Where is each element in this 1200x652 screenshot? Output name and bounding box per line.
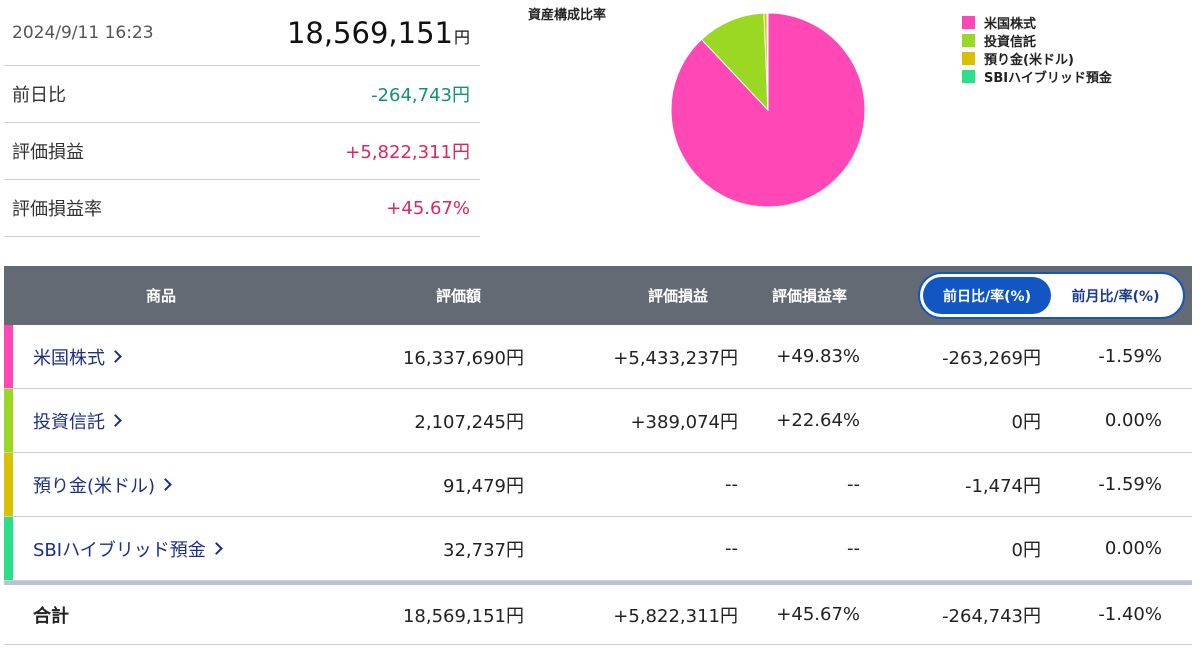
category-color-bar xyxy=(4,517,13,580)
toggle-day-change-button[interactable]: 前日比/率(%) xyxy=(923,277,1051,314)
chevron-right-icon xyxy=(109,414,122,427)
product-link[interactable]: SBIハイブリッド預金 xyxy=(33,517,223,580)
chart-title: 資産構成比率 xyxy=(528,8,607,23)
category-color-bar xyxy=(4,389,13,452)
summary-value: +5,822,311円 xyxy=(345,142,470,163)
total-label: 合計 xyxy=(33,605,69,627)
summary-value: -264,743円 xyxy=(371,85,470,106)
summary-row-pl-rate: 評価損益率 +45.67% xyxy=(4,180,480,237)
summary-total-unit: 円 xyxy=(453,27,470,47)
chevron-right-icon xyxy=(109,350,122,363)
legend-item: 預り金(米ドル) xyxy=(962,49,1112,68)
product-name: 投資信託 xyxy=(33,411,105,433)
day-change-rate-cell: -1.59% xyxy=(1098,346,1162,367)
product-name: 米国株式 xyxy=(33,347,105,369)
product-link[interactable]: 米国株式 xyxy=(33,325,122,388)
total-pl-rate: +45.67% xyxy=(776,604,860,625)
legend-swatch xyxy=(962,51,975,65)
header-pl-rate: 評価損益率 xyxy=(772,287,848,305)
amount-cell: 91,479円 xyxy=(443,475,524,497)
table-row: 投資信託 2,107,245円 +389,074円 +22.64% 0円 0.00% xyxy=(4,389,1192,453)
portfolio-summary: 2024/9/11 16:23 18,569,151円 前日比 -264,743… xyxy=(4,0,480,237)
day-change-cell: -1,474円 xyxy=(964,475,1041,497)
toggle-month-change-button[interactable]: 前月比/率(%) xyxy=(1071,288,1160,305)
amount-cell: 16,337,690円 xyxy=(402,347,524,369)
pie-slice xyxy=(766,12,769,111)
chart-legend: 米国株式投資信託預り金(米ドル) SBIハイブリッド預金 xyxy=(962,13,1112,86)
legend-label: 投資信託 xyxy=(984,34,1037,50)
chevron-right-icon xyxy=(159,478,172,491)
chevron-right-icon xyxy=(209,542,223,555)
total-pl: +5,822,311円 xyxy=(613,605,738,627)
period-toggle: 前日比/率(%) 前月比/率(%) xyxy=(918,272,1185,319)
product-link[interactable]: 預り金(米ドル) xyxy=(33,453,172,516)
pl-cell: +5,433,237円 xyxy=(613,347,738,369)
table-row: SBIハイブリッド預金 32,737円 -- -- 0円 0.00% xyxy=(4,517,1192,581)
asset-allocation-pie-chart xyxy=(670,12,866,208)
amount-cell: 2,107,245円 xyxy=(414,411,524,433)
pl-cell: -- xyxy=(725,538,738,559)
total-separator xyxy=(4,581,1192,585)
summary-row-pl: 評価損益 +5,822,311円 xyxy=(4,123,480,180)
day-change-cell: 0円 xyxy=(1011,411,1041,433)
category-color-bar xyxy=(4,325,13,388)
legend-label: 米国株式 xyxy=(984,16,1037,32)
amount-cell: 32,737円 xyxy=(443,539,524,561)
summary-header-row: 2024/9/11 16:23 18,569,151円 xyxy=(4,0,480,66)
pl-rate-cell: +22.64% xyxy=(776,410,860,431)
summary-total-number: 18,569,151 xyxy=(286,15,453,50)
table-row: 預り金(米ドル) 91,479円 -- -- -1,474円 -1.59% xyxy=(4,453,1192,517)
legend-swatch xyxy=(962,69,975,83)
day-change-rate-cell: -1.59% xyxy=(1098,474,1162,495)
table-total-row: 合計 18,569,151円 +5,822,311円 +45.67% -264,… xyxy=(4,585,1192,645)
pl-rate-cell: -- xyxy=(847,538,860,559)
pl-rate-cell: -- xyxy=(847,474,860,495)
summary-label: 評価損益率 xyxy=(12,199,102,220)
category-color-bar xyxy=(4,453,13,516)
day-change-cell: 0円 xyxy=(1011,539,1041,561)
total-day-change: -264,743円 xyxy=(942,605,1041,627)
day-change-rate-cell: 0.00% xyxy=(1104,538,1162,559)
pl-rate-cell: +49.83% xyxy=(776,346,860,367)
summary-label: 評価損益 xyxy=(12,142,84,163)
pl-cell: +389,074円 xyxy=(630,411,738,433)
day-change-rate-cell: 0.00% xyxy=(1104,410,1162,431)
legend-swatch xyxy=(962,33,975,47)
table-header: 商品 評価額 評価損益 評価損益率 前日比/率(%) 前月比/率(%) xyxy=(4,266,1192,325)
product-name: SBIハイブリッド預金 xyxy=(33,539,206,561)
total-amount: 18,569,151円 xyxy=(402,605,524,627)
summary-value: +45.67% xyxy=(386,197,470,219)
summary-datetime: 2024/9/11 16:23 xyxy=(12,22,154,43)
legend-item: 投資信託 xyxy=(962,31,1112,50)
pl-cell: -- xyxy=(725,474,738,495)
product-name: 預り金(米ドル) xyxy=(33,475,156,497)
summary-label: 前日比 xyxy=(12,85,66,106)
summary-row-day-change: 前日比 -264,743円 xyxy=(4,66,480,123)
pie-slice xyxy=(700,12,769,112)
legend-item: SBIハイブリッド預金 xyxy=(962,67,1112,86)
day-change-cell: -263,269円 xyxy=(942,347,1041,369)
legend-label: SBIハイブリッド預金 xyxy=(984,70,1112,86)
header-pl: 評価損益 xyxy=(648,287,709,305)
holdings-table: 商品 評価額 評価損益 評価損益率 前日比/率(%) 前月比/率(%) 米国株式… xyxy=(4,266,1192,645)
total-day-change-rate: -1.40% xyxy=(1098,604,1162,625)
table-row: 米国株式 16,337,690円 +5,433,237円 +49.83% -263,26… xyxy=(4,325,1192,389)
legend-label: 預り金(米ドル) xyxy=(984,52,1074,68)
product-link[interactable]: 投資信託 xyxy=(33,389,122,452)
legend-item: 米国株式 xyxy=(962,13,1112,32)
summary-total-value: 18,569,151円 xyxy=(287,16,470,50)
header-amount: 評価額 xyxy=(436,287,482,305)
header-product: 商品 xyxy=(146,287,177,305)
legend-swatch xyxy=(962,15,975,29)
